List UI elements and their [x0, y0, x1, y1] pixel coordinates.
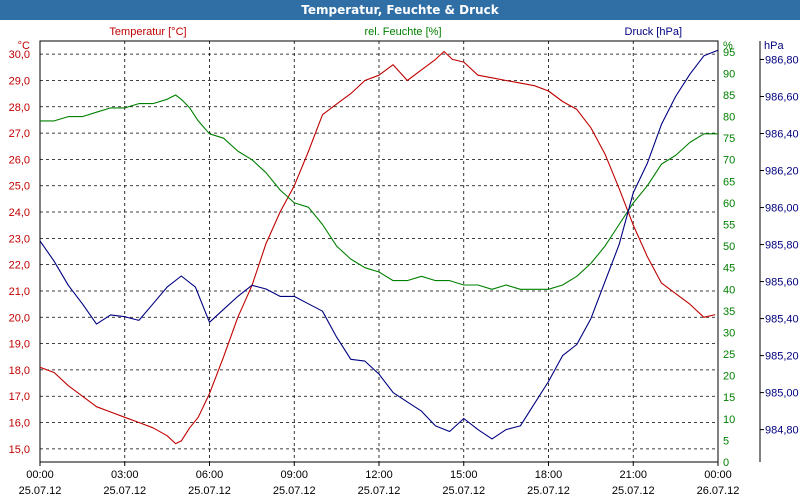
pressure-tick-label: 985,40	[765, 314, 799, 326]
temperature-tick-label: 22,0	[9, 260, 30, 272]
humidity-tick-label: 20	[723, 371, 735, 383]
temperature-tick-label: 28,0	[9, 102, 30, 114]
pressure-tick-label: 984,80	[765, 425, 799, 437]
temperature-tick-label: 29,0	[9, 75, 30, 87]
humidity-tick-label: 55	[723, 220, 735, 232]
humidity-tick-label: 60	[723, 198, 735, 210]
temperature-tick-label: 17,0	[9, 391, 30, 403]
x-tick-time: 03:00	[111, 469, 139, 481]
temperature-tick-label: 23,0	[9, 233, 30, 245]
x-tick-date: 25.07.12	[442, 485, 485, 497]
humidity-tick-label: 70	[723, 155, 735, 167]
humidity-tick-label: 0	[723, 457, 729, 469]
temperature-tick-label: 18,0	[9, 365, 30, 377]
humidity-tick-label: 35	[723, 306, 735, 318]
temperature-tick-label: 25,0	[9, 181, 30, 193]
series-line-pressure	[39, 49, 719, 440]
temperature-unit-label: °C	[18, 40, 30, 52]
pressure-tick-label: 986,40	[765, 129, 799, 141]
x-tick-date: 25.07.12	[188, 485, 231, 497]
x-tick-time: 06:00	[196, 469, 224, 481]
humidity-tick-label: 40	[723, 284, 735, 296]
x-tick-time: 09:00	[280, 469, 308, 481]
x-tick-time: 21:00	[619, 469, 647, 481]
series-line-humidity	[40, 94, 718, 290]
temperature-tick-label: 16,0	[9, 418, 30, 430]
humidity-axis-title: rel. Feuchte [%]	[364, 26, 441, 38]
x-tick-date: 25.07.12	[19, 485, 62, 497]
chart-title: Temperatur, Feuchte & Druck	[0, 0, 800, 20]
x-tick-date: 25.07.12	[527, 485, 570, 497]
x-tick-time: 00:00	[26, 469, 54, 481]
x-tick-time: 00:00	[704, 469, 732, 481]
pressure-unit-label: hPa	[764, 40, 784, 52]
humidity-tick-label: 15	[723, 392, 735, 404]
humidity-tick-label: 5	[723, 435, 729, 447]
temperature-axis-title: Temperatur [°C]	[109, 26, 186, 38]
pressure-tick-label: 985,20	[765, 351, 799, 363]
pressure-tick-label: 986,60	[765, 92, 799, 104]
humidity-tick-label: 25	[723, 349, 735, 361]
humidity-tick-label: 45	[723, 263, 735, 275]
x-tick-time: 18:00	[535, 469, 563, 481]
pressure-tick-label: 985,00	[765, 388, 799, 400]
pressure-tick-label: 986,00	[765, 203, 799, 215]
pressure-tick-label: 986,80	[765, 55, 799, 67]
x-tick-date: 25.07.12	[612, 485, 655, 497]
humidity-unit-label: %	[723, 40, 733, 52]
pressure-tick-label: 985,80	[765, 240, 799, 252]
temperature-tick-label: 20,0	[9, 312, 30, 324]
x-tick-time: 15:00	[450, 469, 478, 481]
humidity-tick-label: 65	[723, 176, 735, 188]
temperature-tick-label: 30,0	[9, 49, 30, 61]
humidity-tick-label: 50	[723, 241, 735, 253]
pressure-axis-title: Druck [hPa]	[625, 26, 682, 38]
temperature-tick-label: 15,0	[9, 444, 30, 456]
temperature-tick-label: 24,0	[9, 207, 30, 219]
pressure-tick-label: 985,60	[765, 277, 799, 289]
temperature-tick-label: 19,0	[9, 339, 30, 351]
x-tick-date: 25.07.12	[358, 485, 401, 497]
x-tick-date: 25.07.12	[273, 485, 316, 497]
humidity-tick-label: 95	[723, 47, 735, 59]
temperature-tick-label: 21,0	[9, 286, 30, 298]
humidity-tick-label: 80	[723, 112, 735, 124]
humidity-tick-label: 75	[723, 133, 735, 145]
humidity-tick-label: 90	[723, 68, 735, 80]
humidity-tick-label: 10	[723, 414, 735, 426]
temperature-tick-label: 26,0	[9, 154, 30, 166]
pressure-tick-label: 986,20	[765, 166, 799, 178]
temperature-tick-label: 27,0	[9, 128, 30, 140]
humidity-tick-label: 85	[723, 90, 735, 102]
x-tick-time: 12:00	[365, 469, 393, 481]
x-tick-date: 26.07.12	[697, 485, 740, 497]
series-line-temperature	[39, 50, 716, 445]
humidity-tick-label: 30	[723, 327, 735, 339]
x-tick-date: 25.07.12	[103, 485, 146, 497]
